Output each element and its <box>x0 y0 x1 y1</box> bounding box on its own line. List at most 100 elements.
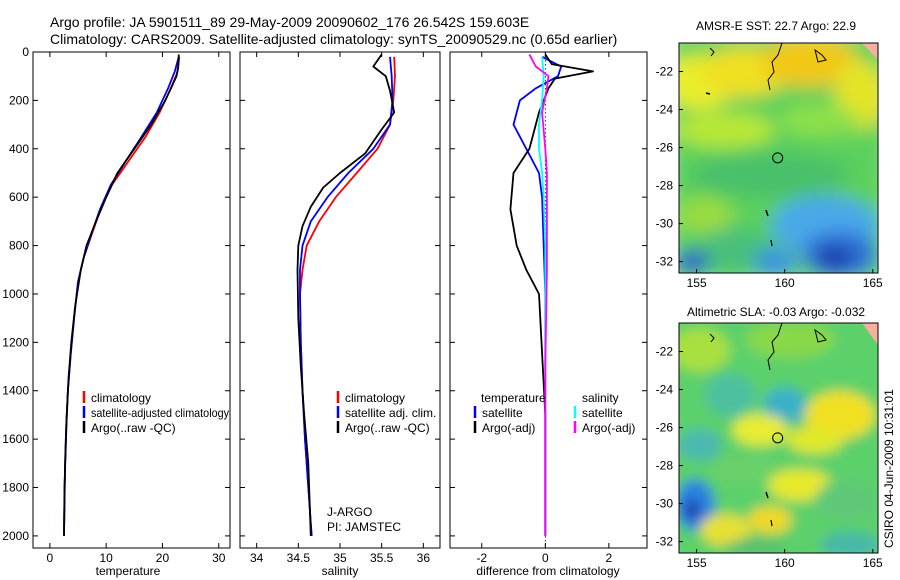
depth-tick-label: 200 <box>9 93 29 107</box>
depth-tick-label: 600 <box>9 190 29 204</box>
difference-legend: temperature satellite Argo(-adj) salinit… <box>473 391 635 435</box>
lon-tick-label: 155 <box>687 276 707 290</box>
x-tick-label: 2 <box>606 551 613 565</box>
legend-satellite-label: satellite-adjusted climatology <box>91 406 229 420</box>
lat-tick-label: -30 <box>656 497 674 511</box>
series-line-salinity-satellite <box>538 56 547 536</box>
series-line-climatology <box>299 56 396 536</box>
difference-x-axis: -2 0 2 <box>450 51 647 565</box>
x-tick-label: 34.5 <box>287 551 311 565</box>
salinity-axes-frame <box>239 51 441 549</box>
sal-legend-climatology-label: climatology <box>345 391 405 405</box>
series-line-argo-raw-qc <box>63 54 180 536</box>
x-tick-label: 0 <box>47 551 54 565</box>
depth-tick-label: 1200 <box>2 335 29 349</box>
difference-axes-frame <box>449 51 648 549</box>
temperature-series <box>63 54 181 536</box>
sst-land-patch <box>862 43 878 60</box>
diff-legend-temp-satellite-label: satellite <box>482 406 523 420</box>
x-tick-label: 20 <box>156 551 170 565</box>
depth-tick-label: 400 <box>9 142 29 156</box>
sla-map: Altimetric SLA: -0.03 Argo: -0.032 <box>656 305 883 570</box>
series-line-temperature-satellite <box>512 55 563 536</box>
sla-map-axes: 155 160 165 -22 -24 -26 -28 -30 -32 <box>656 345 883 570</box>
sla-map-title: Altimetric SLA: -0.03 Argo: -0.032 <box>687 305 865 319</box>
series-line-climatology <box>63 56 181 536</box>
sla-coastline <box>767 323 783 371</box>
x-tick-label: 36 <box>417 551 431 565</box>
lon-tick-label: 155 <box>687 556 707 570</box>
sst-map-title: AMSR-E SST: 22.7 Argo: 22.9 <box>696 19 856 33</box>
salinity-x-axis: 34 34.5 35 35.5 36 <box>240 51 440 565</box>
argo-float-marker <box>772 432 784 444</box>
lon-tick-label: 160 <box>775 276 795 290</box>
x-tick-label: 35.5 <box>370 551 394 565</box>
depth-tick-label: 1600 <box>2 432 29 446</box>
temperature-panel: 0 200 400 600 800 1000 1200 1400 1600 1800 2000 0 1… <box>2 45 231 578</box>
salinity-xlabel: salinity <box>322 564 359 578</box>
csiro-timestamp: CSIRO 04-Jun-2009 10:31:01 <box>882 389 896 548</box>
salinity-legend: climatology satellite adj. clim. Argo(..… <box>336 391 436 435</box>
lat-tick-label: -26 <box>656 141 674 155</box>
header-title-line1: Argo profile: JA 5901511_89 29-May-2009 … <box>50 14 529 30</box>
depth-tick-label: 800 <box>9 239 29 253</box>
lat-tick-label: -22 <box>656 345 674 359</box>
depth-tick-label: 1800 <box>2 481 29 495</box>
lon-tick-label: 165 <box>863 556 883 570</box>
series-line-temperature-argo-adj <box>509 53 594 536</box>
difference-series <box>509 53 594 536</box>
salinity-panel: 34 34.5 35 35.5 36 salinity climatology sate… <box>239 51 441 578</box>
series-line-argo-raw-qc <box>296 53 396 536</box>
depth-tick-label: 2000 <box>2 529 29 543</box>
header-title-line2: Climatology: CARS2009. Satellite-adjuste… <box>50 31 617 47</box>
series-line-satellite-adj-clim <box>299 56 394 536</box>
x-tick-label: 35 <box>333 551 347 565</box>
x-tick-label: -2 <box>476 551 487 565</box>
lat-tick-label: -24 <box>656 103 674 117</box>
difference-xlabel: difference from climatology <box>476 564 619 578</box>
sla-land-patch <box>862 323 878 345</box>
series-line-satellite-adjusted-climatology <box>63 56 180 536</box>
depth-axis: 0 200 400 600 800 1000 1200 1400 1600 1800 2000 <box>2 45 230 543</box>
sal-legend-argo-label: Argo(..raw -QC) <box>345 421 430 435</box>
argo-float-marker <box>772 152 784 164</box>
x-tick-label: 34 <box>250 551 264 565</box>
sla-map-frame <box>678 322 879 554</box>
salinity-series <box>296 53 396 536</box>
diff-legend-salinity-heading: salinity <box>582 391 619 405</box>
difference-panel: -2 0 2 difference from climatology tempera… <box>449 51 648 578</box>
temperature-axes-frame <box>32 51 231 549</box>
sst-reef-outline <box>814 48 827 63</box>
x-tick-label: 30 <box>212 551 226 565</box>
sst-map-frame <box>678 42 879 274</box>
lat-tick-label: -22 <box>656 65 674 79</box>
legend-climatology-label: climatology <box>91 391 151 405</box>
temperature-legend: climatology satellite-adjusted climatolo… <box>82 391 229 435</box>
lat-tick-label: -26 <box>656 421 674 435</box>
lat-tick-label: -30 <box>656 217 674 231</box>
legend-argo-label: Argo(..raw -QC) <box>91 421 176 435</box>
depth-tick-label: 1000 <box>2 287 29 301</box>
temperature-xlabel: temperature <box>96 564 161 578</box>
x-tick-label: 0 <box>542 551 549 565</box>
lat-tick-label: -24 <box>656 383 674 397</box>
sst-map-axes: 155 160 165 -22 -24 -26 -28 -30 -32 <box>656 65 883 290</box>
lon-tick-label: 160 <box>775 556 795 570</box>
sst-field <box>679 43 878 273</box>
temperature-x-axis: 0 10 20 30 <box>47 52 226 565</box>
lon-tick-label: 165 <box>863 276 883 290</box>
diff-legend-sal-satellite-label: satellite <box>582 406 623 420</box>
sal-legend-satellite-label: satellite adj. clim. <box>345 406 436 420</box>
sst-coastline <box>767 43 783 91</box>
depth-tick-label: 1400 <box>2 384 29 398</box>
x-tick-label: 10 <box>99 551 113 565</box>
diff-legend-temp-argo-label: Argo(-adj) <box>482 421 535 435</box>
lat-tick-label: -28 <box>656 179 674 193</box>
pi-label: PI: JAMSTEC <box>327 520 401 534</box>
series-line-salinity-argo-adj <box>528 53 550 536</box>
depth-tick-label: 0 <box>22 45 29 59</box>
sla-field <box>679 323 878 553</box>
lat-tick-label: -32 <box>656 535 674 549</box>
diff-legend-sal-argo-label: Argo(-adj) <box>582 421 635 435</box>
